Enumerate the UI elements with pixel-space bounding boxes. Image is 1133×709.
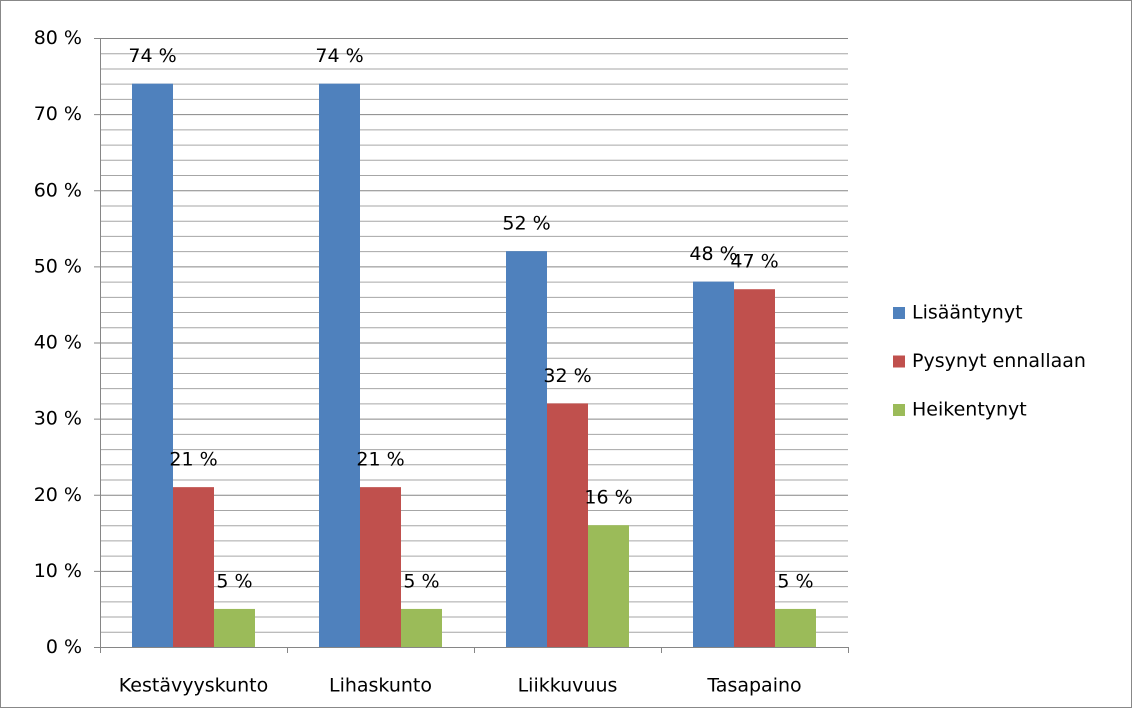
value-label: 21 % — [356, 449, 404, 471]
bar — [319, 83, 360, 648]
bar — [132, 83, 173, 648]
bar — [360, 487, 401, 647]
bar — [173, 487, 214, 647]
value-label: 48 % — [689, 243, 737, 265]
legend-label: Lisääntynyt — [912, 302, 1023, 324]
value-label: 74 % — [315, 45, 363, 67]
bar — [775, 608, 816, 647]
legend-swatch — [893, 307, 905, 319]
y-tick-label: 0 % — [46, 636, 82, 658]
x-tick-label: Lihaskunto — [329, 675, 432, 697]
x-tick-label: Kestävyyskunto — [119, 675, 268, 697]
x-tick-label: Tasapaino — [706, 675, 801, 697]
bar — [693, 281, 734, 647]
bar — [547, 403, 588, 647]
y-tick-label: 20 % — [34, 484, 82, 506]
y-tick-label: 40 % — [34, 332, 82, 354]
legend-swatch — [893, 355, 905, 368]
y-tick-label: 70 % — [34, 103, 82, 125]
value-label: 5 % — [403, 570, 439, 592]
y-tick-label: 50 % — [34, 255, 82, 277]
y-tick-label: 60 % — [34, 179, 82, 201]
value-label: 21 % — [169, 449, 217, 471]
bar — [588, 525, 629, 647]
value-label: 74 % — [128, 45, 176, 67]
value-label: 5 % — [216, 570, 252, 592]
bar — [734, 289, 775, 647]
bar — [214, 608, 255, 647]
value-label: 52 % — [502, 213, 550, 235]
legend-swatch — [893, 404, 905, 416]
bar — [401, 608, 442, 647]
value-label: 16 % — [584, 487, 632, 509]
value-label: 32 % — [543, 365, 591, 387]
legend-label: Heikentynyt — [912, 399, 1027, 421]
legend-label: Pysynyt ennallaan — [912, 350, 1086, 372]
bar — [506, 251, 547, 647]
y-tick-label: 10 % — [34, 560, 82, 582]
y-tick-label: 80 % — [34, 27, 82, 49]
value-label: 47 % — [730, 251, 778, 273]
x-tick-label: Liikkuvuus — [518, 675, 618, 697]
value-label: 5 % — [777, 570, 813, 592]
y-tick-label: 30 % — [34, 408, 82, 430]
